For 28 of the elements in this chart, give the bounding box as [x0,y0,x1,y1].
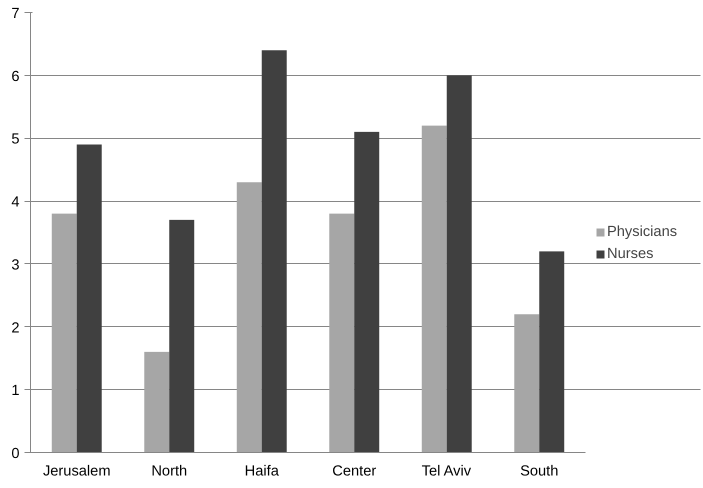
bar [422,126,447,452]
bar [262,50,287,452]
bar [539,251,564,452]
y-tick-label: 2 [11,320,20,336]
legend-label: Nurses [607,246,654,262]
y-tick-label: 1 [11,383,20,400]
bar [236,182,262,452]
bar [446,75,472,452]
bar [144,352,170,452]
legend-label: Physicians [607,224,678,240]
x-tick-label: South [520,464,558,480]
bar [514,314,540,452]
y-tick-label: 3 [11,257,20,274]
bar [76,144,102,452]
y-tick-label: 6 [11,68,20,85]
bar [329,214,354,452]
bar [169,220,194,452]
x-tick-label: Jerusalem [42,464,111,480]
y-tick-label: 4 [11,194,20,211]
bar [354,132,380,452]
x-tick-label: Tel Aviv [422,464,472,480]
x-tick-label: Haifa [244,464,280,480]
x-tick-label: North [151,464,188,480]
y-tick-label: 0 [11,446,20,462]
bar [52,214,77,452]
y-tick-label: 5 [11,132,20,148]
x-tick-label: Center [332,464,376,480]
y-tick-label: 7 [11,6,20,22]
